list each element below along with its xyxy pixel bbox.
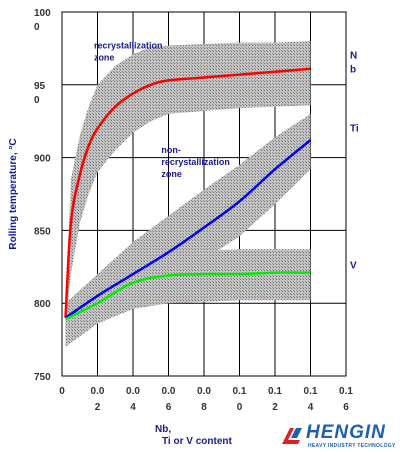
y-axis-label: Rolling temperature, °C [8,138,19,249]
series-label-nb: N [350,51,357,62]
x-tick-label-cont: 6 [166,402,172,413]
zone-annotation: non-recrystallization zone [161,145,230,179]
y-tick-label: 750 [34,372,51,383]
y-tick-label: 900 [34,154,51,165]
y-tick-label: 95 [34,81,46,92]
y-tick-label: 800 [34,299,51,310]
series-line-ti [64,139,312,319]
x-tick-label: 0.0 [126,386,140,397]
x-tick-label: 0 [59,386,65,397]
x-tick-label-cont: 2 [272,402,278,413]
logo-tagline: HEAVY INDUSTRY TECHNOLOGY [308,443,396,449]
x-tick-label-cont: 2 [95,402,101,413]
band-nb [65,41,311,325]
series-label-v: V [350,260,357,271]
x-tick-label: 0.0 [197,386,211,397]
plot-frame [61,11,347,377]
y-tick-label-cont: 0 [34,22,40,33]
zone-annotation: recrystallization zone [94,40,163,62]
x-tick-label: 0.1 [268,386,282,397]
x-tick-label: 0.1 [233,386,247,397]
x-tick-label: 0.1 [304,386,318,397]
series-label-ti: Ti [350,123,359,134]
series-labels: Nb Ti V [350,51,359,272]
series-label-nb-cont: b [350,65,356,76]
y-tick-label: 850 [34,226,51,237]
series-line-v [64,271,311,321]
company-logo: HENGIN HEAVY INDUSTRY TECHNOLOGY [280,422,398,450]
band-v [65,249,311,347]
x-axis-label: Nb, Ti or V content [155,424,232,447]
x-tick-label-cont: 0 [237,402,243,413]
y-tick-label: 100 [34,8,51,19]
logo-mark-icon [282,428,302,444]
x-tick-label: 0.0 [162,386,176,397]
series-lines [64,67,312,321]
x-tick-label: 0.0 [91,386,105,397]
zone-annotations: recrystallization zone non-recrystallizati… [94,40,230,179]
y-tick-label-cont: 0 [34,95,40,106]
x-tick-label: 0.1 [339,386,353,397]
logo-name: HENGIN [306,422,386,443]
series-line-nb [64,67,311,318]
x-tick-label-cont: 4 [130,402,136,413]
x-tick-label-cont: 6 [343,402,349,413]
x-tick-label-cont: 4 [308,402,314,413]
x-tick-label-cont: 8 [201,402,207,413]
